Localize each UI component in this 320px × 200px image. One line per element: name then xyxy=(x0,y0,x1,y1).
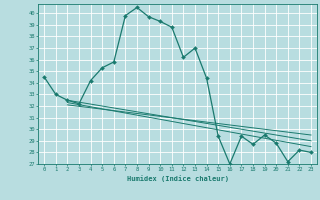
X-axis label: Humidex (Indice chaleur): Humidex (Indice chaleur) xyxy=(127,175,228,182)
